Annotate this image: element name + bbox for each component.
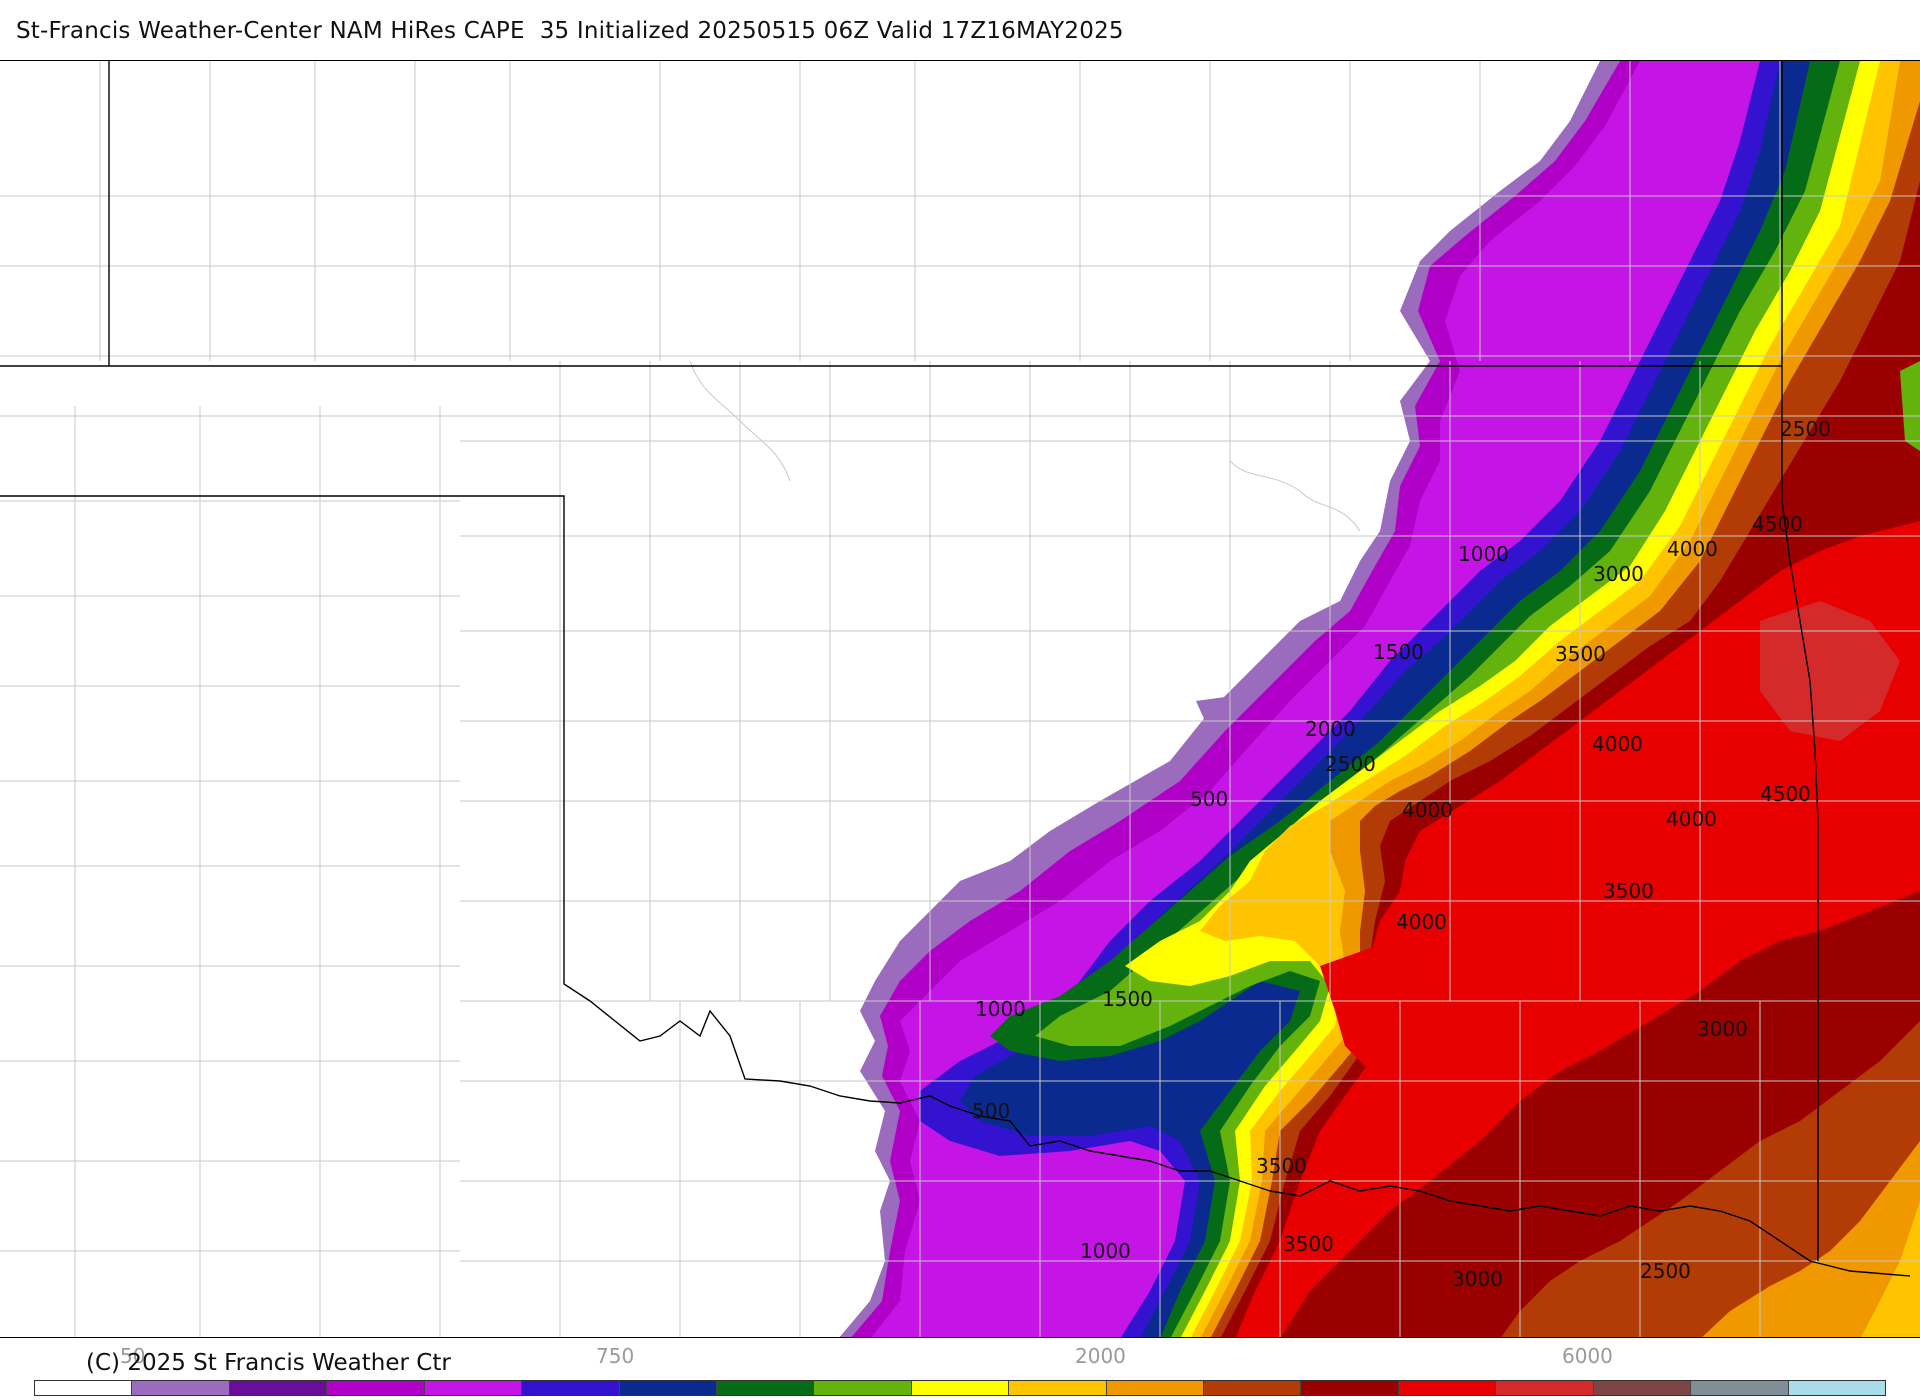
colorbar-swatch	[1204, 1381, 1302, 1395]
cape-shading	[839, 61, 1920, 1337]
contour-label: 3500	[1603, 879, 1654, 903]
contour-label: 2000	[1305, 717, 1356, 741]
contour-label: 4500	[1752, 512, 1803, 536]
contour-label: 1500	[1102, 987, 1153, 1011]
contour-labels: 2500 4500 4000 1000 3000 1500 3500 2000 …	[972, 417, 1831, 1291]
colorbar-swatch	[132, 1381, 230, 1395]
colorbar-swatch	[1691, 1381, 1789, 1395]
colorbar-swatch	[1106, 1381, 1205, 1395]
county-boundaries	[0, 61, 1920, 1337]
colorbar-swatch	[424, 1381, 523, 1395]
contour-label: 4000	[1667, 537, 1718, 561]
contour-label: 4500	[1760, 782, 1811, 806]
colorbar-tick-label: 50	[120, 1344, 146, 1368]
contour-label: 3500	[1256, 1154, 1307, 1178]
contour-label: 2500	[1325, 752, 1376, 776]
contour-label: 500	[1190, 787, 1228, 811]
colorbar-tick-label: 750	[596, 1344, 635, 1368]
contour-label: 3500	[1555, 642, 1606, 666]
colorbar-swatch	[35, 1381, 133, 1395]
colorbar-swatch	[1398, 1381, 1497, 1395]
colorbar-swatch	[1009, 1381, 1107, 1395]
contour-label: 1000	[1080, 1239, 1131, 1263]
contour-label: 4000	[1402, 798, 1453, 822]
colorbar-swatch	[619, 1381, 717, 1395]
contour-label: 3000	[1697, 1017, 1748, 1041]
colorbar-swatch	[522, 1381, 620, 1395]
contour-label: 1000	[1458, 542, 1509, 566]
contour-label: 3500	[1283, 1232, 1334, 1256]
cape-map: 2500 4500 4000 1000 3000 1500 3500 2000 …	[0, 60, 1920, 1338]
colorbar-swatch	[1788, 1381, 1886, 1395]
colorbar-swatch	[911, 1381, 1010, 1395]
colorbar-swatch	[814, 1381, 912, 1395]
colorbar-swatch	[1496, 1381, 1594, 1395]
colorbar-swatch	[716, 1381, 815, 1395]
cape-colorbar	[34, 1380, 1886, 1396]
colorbar-swatch	[1301, 1381, 1399, 1395]
contour-label: 2500	[1640, 1259, 1691, 1283]
colorbar-swatch	[1593, 1381, 1692, 1395]
contour-label: 1500	[1373, 640, 1424, 664]
colorbar-swatch	[327, 1381, 425, 1395]
contour-label: 4000	[1396, 910, 1447, 934]
copyright-notice: (C) 2025 St Francis Weather Ctr	[86, 1350, 451, 1376]
contour-label: 1000	[975, 997, 1026, 1021]
contour-label: 3000	[1593, 562, 1644, 586]
contour-label: 3000	[1452, 1267, 1503, 1291]
contour-label: 4000	[1592, 732, 1643, 756]
colorbar-swatch	[229, 1381, 328, 1395]
colorbar-tick-label: 6000	[1562, 1344, 1613, 1368]
chart-title: St-Francis Weather-Center NAM HiRes CAPE…	[16, 18, 1124, 44]
state-boundaries	[0, 61, 1911, 1277]
contour-label: 500	[972, 1099, 1010, 1123]
colorbar-tick-label: 2000	[1075, 1344, 1126, 1368]
contour-label: 2500	[1780, 417, 1831, 441]
contour-label: 4000	[1666, 807, 1717, 831]
